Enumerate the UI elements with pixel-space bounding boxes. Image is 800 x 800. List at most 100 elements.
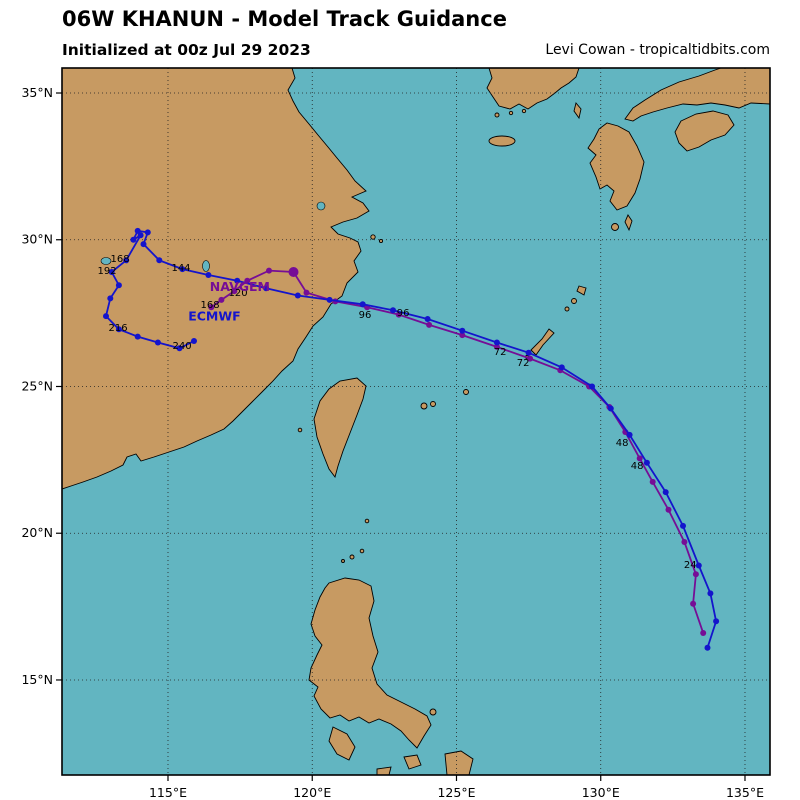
ecmwf-track-point xyxy=(662,489,669,496)
model-name-label-navgem: NAVGEM xyxy=(210,279,270,294)
ecmwf-track-point xyxy=(107,295,114,302)
poyang-lake xyxy=(202,260,210,272)
ecmwf-track-point xyxy=(130,236,137,243)
forecast-hour-label: 192 xyxy=(98,266,117,277)
navgem-track-point xyxy=(493,343,500,350)
navgem-track-point xyxy=(288,267,299,277)
forecast-hour-label: 72 xyxy=(494,347,507,358)
ecmwf-track-point xyxy=(459,327,466,334)
ecmwf-track-point xyxy=(263,285,270,292)
dongting-lake xyxy=(100,257,112,265)
ecmwf-track-point xyxy=(191,338,197,344)
x-tick-label: 125°E xyxy=(437,785,475,800)
navgem-track-point xyxy=(218,296,225,303)
korea-islet xyxy=(508,110,514,116)
ecmwf-track-point xyxy=(103,313,109,320)
penghu-island xyxy=(297,427,303,433)
navgem-track-point xyxy=(692,571,699,578)
ecmwf-track-point xyxy=(704,644,711,651)
tanegashima-island xyxy=(624,214,633,232)
forecast-hour-label: 240 xyxy=(173,341,192,352)
ecmwf-track-point xyxy=(123,257,130,264)
ecmwf-track-point xyxy=(589,383,596,390)
ecmwf-track-point xyxy=(326,296,333,303)
y-tick-label: 30°N xyxy=(21,232,53,247)
ecmwf-track-point xyxy=(179,266,186,273)
navgem-track-point xyxy=(426,321,433,328)
navgem-track-point xyxy=(208,304,215,311)
ecmwf-track-point xyxy=(154,339,161,346)
forecast-hour-label: 96 xyxy=(359,310,372,321)
honshu-island xyxy=(624,68,770,122)
ishigaki-island xyxy=(430,401,436,407)
ecmwf-track-point xyxy=(176,345,183,352)
miyako-island xyxy=(463,389,469,395)
y-tick-label: 15°N xyxy=(21,672,53,687)
samar-island xyxy=(444,750,474,775)
forecast-hour-label: 120 xyxy=(229,288,248,299)
ecmwf-track-point xyxy=(294,292,301,299)
ecmwf-track-point xyxy=(108,269,115,275)
ecmwf-track-point xyxy=(137,232,144,239)
zhoushan-island xyxy=(370,234,376,240)
page-title: 06W KHANUN - Model Track Guidance xyxy=(62,7,507,31)
y-tick-label: 25°N xyxy=(21,378,53,393)
axes-layer: 115°E 120°E 125°E 130°E 135°E 15°N 20°N 25°N 30°… xyxy=(21,85,764,800)
forecast-hour-label: 24 xyxy=(684,560,697,571)
x-tick-label: 115°E xyxy=(149,785,187,800)
mindoro-island xyxy=(328,726,356,761)
navgem-track-point xyxy=(665,506,672,513)
babuyan-island xyxy=(359,548,365,554)
credit-label: Levi Cowan - tropicaltidbits.com xyxy=(545,42,770,58)
ecmwf-track-point xyxy=(156,257,163,264)
x-tick-label: 120°E xyxy=(293,785,331,800)
navgem-track-point xyxy=(700,630,707,636)
batan-island xyxy=(364,518,370,524)
model-name-label-ecmwf: ECMWF xyxy=(188,309,240,324)
navgem-track-point xyxy=(527,355,534,362)
y-tick-label: 35°N xyxy=(21,85,53,100)
china-mainland xyxy=(62,68,370,490)
korea-islet xyxy=(521,108,527,114)
ecmwf-track-point xyxy=(205,272,212,278)
ecmwf-track-point xyxy=(359,301,366,308)
ecmwf-track-point xyxy=(115,282,122,289)
yakushima-island xyxy=(611,223,619,231)
luzon-island xyxy=(308,577,432,749)
forecast-hour-label: 144 xyxy=(171,263,190,274)
okinoerabu-island xyxy=(564,306,570,312)
ecmwf-track-point xyxy=(626,431,633,438)
ecmwf-track-point xyxy=(134,227,141,234)
ecmwf-track-point xyxy=(695,562,702,569)
tokunoshima-island xyxy=(571,298,577,304)
x-tick-label: 130°E xyxy=(582,785,620,800)
navgem-track-point xyxy=(681,539,688,545)
ecmwf-track-point xyxy=(525,349,532,356)
land-layer xyxy=(62,68,770,775)
iriomote-island xyxy=(420,402,428,410)
forecast-hour-label: 72 xyxy=(517,358,530,369)
ecmwf-track-point xyxy=(558,364,565,371)
ecmwf-track-point xyxy=(493,339,500,346)
ecmwf-track-point xyxy=(643,459,650,466)
panay-island xyxy=(376,766,392,775)
ecmwf-track-point xyxy=(234,277,241,284)
forecast-hour-label: 168 xyxy=(111,254,130,265)
babuyan-island xyxy=(349,554,355,560)
korea-peninsula xyxy=(486,68,580,110)
navgem-track-point xyxy=(636,455,643,462)
tsushima-island xyxy=(573,102,582,120)
catanduanes-island xyxy=(429,708,437,716)
navgem-track-point xyxy=(266,267,272,274)
navgem-track-point xyxy=(649,478,656,485)
ecmwf-track-point xyxy=(707,590,714,597)
masbate-island xyxy=(403,754,422,770)
ecmwf-track-point xyxy=(424,316,431,322)
ecmwf-track-point xyxy=(115,326,122,333)
forecast-hour-label: 168 xyxy=(201,300,220,311)
kyushu-island xyxy=(587,122,645,211)
init-time-label: Initialized at 00z Jul 29 2023 xyxy=(62,41,311,59)
